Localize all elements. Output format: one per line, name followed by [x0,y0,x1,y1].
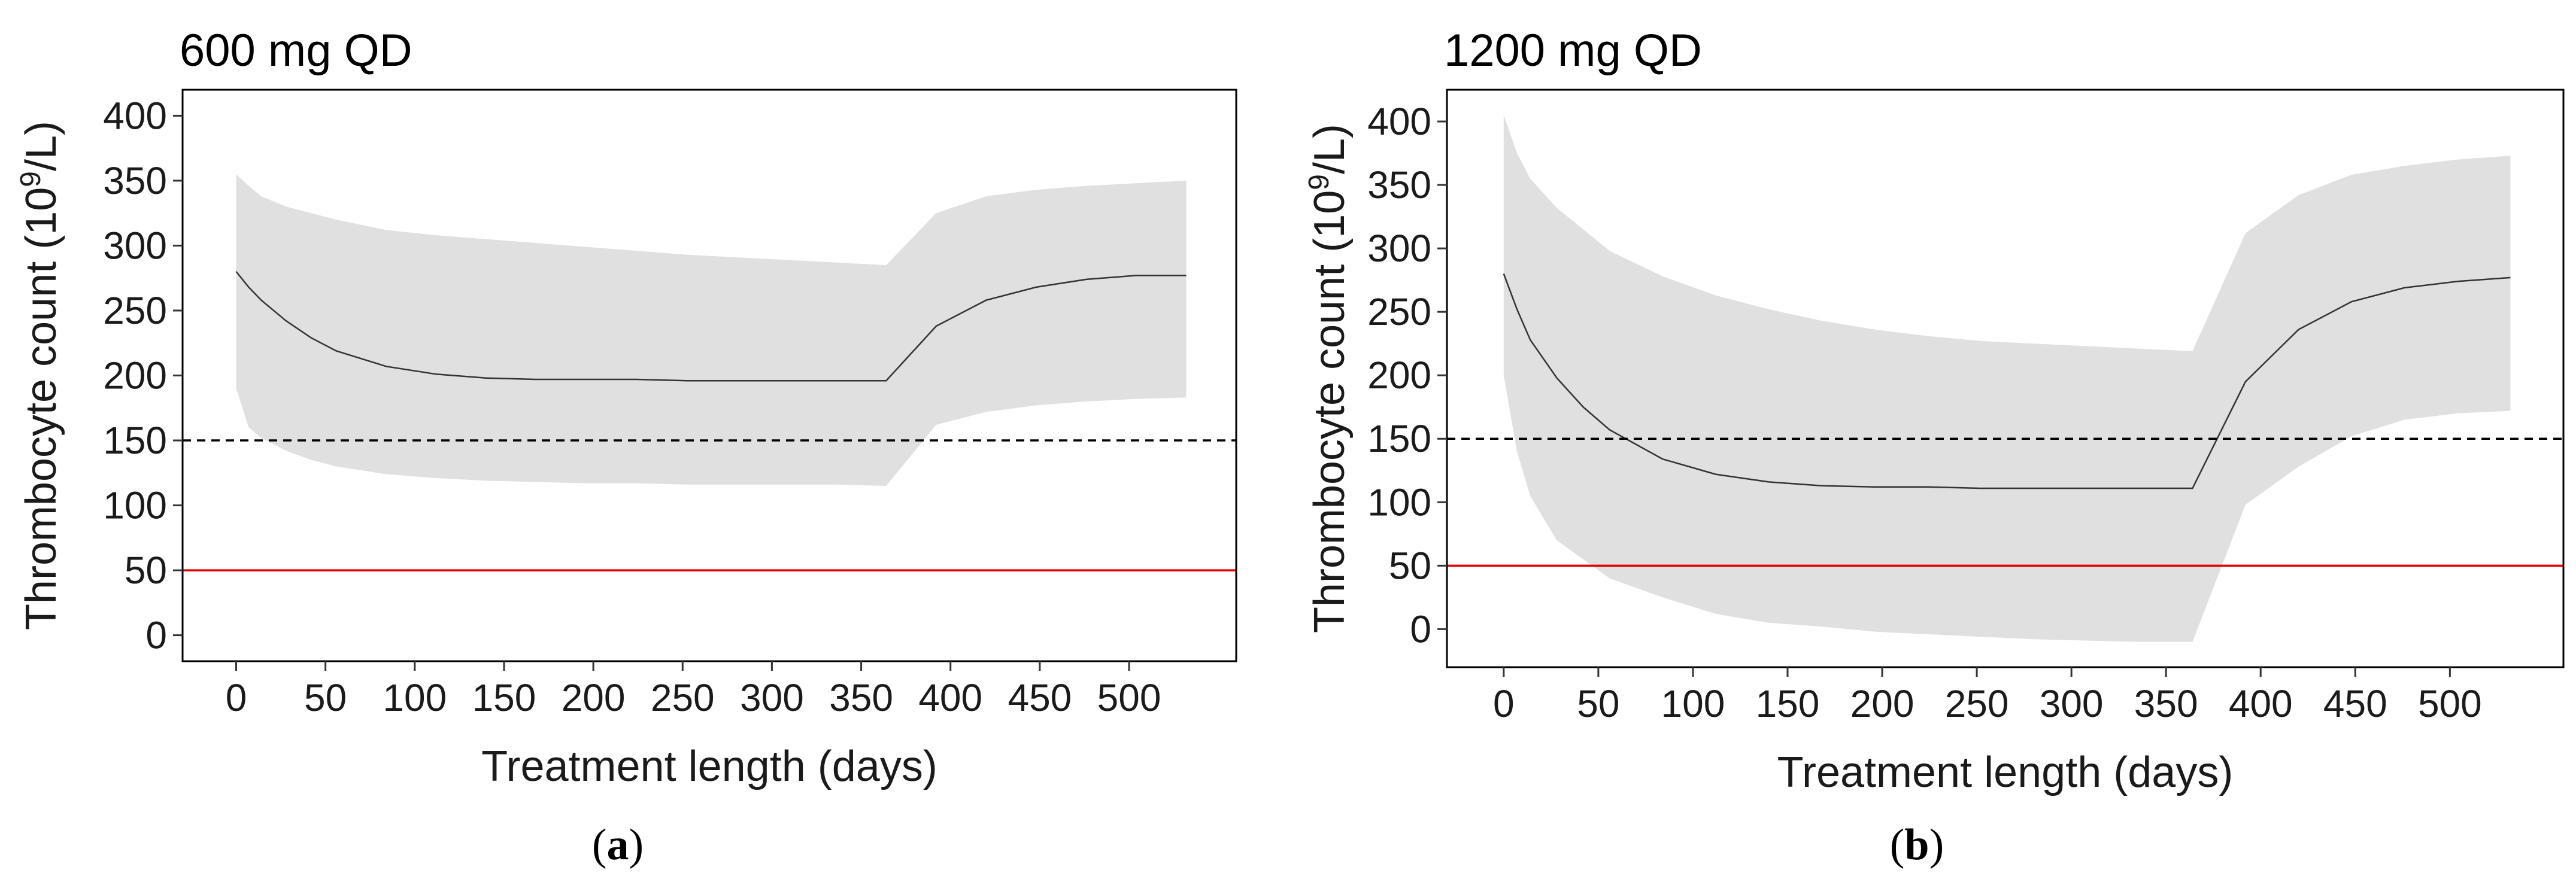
confidence-band-a [236,174,1187,486]
x-tick-label-a: 500 [1097,676,1161,719]
y-tick-label-a: 150 [103,419,167,462]
y-tick-label-b: 200 [1367,354,1431,397]
median-line-b [1503,273,2511,489]
x-tick-label-b: 50 [1577,682,1619,725]
y-tick-label-b: 250 [1367,290,1431,333]
y-tick-label-a: 400 [103,94,167,137]
y-tick-label-b: 100 [1367,481,1431,524]
y-tick-label-a: 350 [103,159,167,202]
confidence-band-b [1503,115,2511,642]
x-tick-label-b: 300 [2040,682,2104,725]
chart-title-b: 1200 mg QD [1444,25,1702,76]
x-tick-label-b: 150 [1756,682,1820,725]
x-tick-label-a: 150 [472,676,536,719]
x-tick-label-a: 350 [829,676,893,719]
x-tick-label-a: 0 [226,676,247,719]
y-tick-label-b: 300 [1367,227,1431,270]
y-tick-label-b: 50 [1389,544,1431,587]
chart-svg-a: 600 mg QD 0 50 100 150 200 250 300 350 400 450 500 0… [15,25,1237,790]
caption-letter-a: a [606,820,629,869]
x-tick-label-a: 450 [1008,676,1072,719]
x-tick-label-b: 250 [1945,682,2009,725]
y-axis-title-b: Thrombocyte count (109/L) [1303,124,1354,633]
chart-panel-b: 1200 mg QD 0 50 100 150 200 250 300 350 400 450 500… [1288,0,2576,888]
caption-letter-b: b [1904,820,1929,869]
x-tick-label-a: 250 [651,676,715,719]
y-tick-label-a: 200 [103,354,167,397]
x-tick-label-a: 300 [740,676,804,719]
y-tick-label-b: 150 [1367,417,1431,460]
panel-caption-b: (b) [1889,820,1944,869]
x-tick-label-a: 50 [304,676,347,719]
x-tick-label-b: 200 [1850,682,1914,725]
x-tick-label-b: 450 [2323,682,2387,725]
y-tick-label-a: 250 [103,289,167,332]
x-tick-label-b: 500 [2418,682,2482,725]
x-tick-label-a: 200 [562,676,626,719]
y-tick-label-b: 400 [1367,100,1431,143]
median-line-a [235,271,1187,382]
x-axis-title-b: Treatment length (days) [1777,749,2234,796]
y-tick-label-b: 0 [1410,607,1431,650]
y-tick-label-a: 100 [103,484,167,527]
chart-title-a: 600 mg QD [180,25,412,76]
panel-caption-a: (a) [591,820,644,869]
x-tick-label-b: 400 [2229,682,2293,725]
y-tick-label-a: 300 [103,224,167,267]
y-tick-label-a: 50 [125,549,167,592]
x-tick-label-a: 400 [918,676,982,719]
x-tick-label-b: 0 [1493,682,1515,725]
chart-svg-b: 1200 mg QD0 50 100 150 200 250 300 350 400 450 500… [1303,25,2565,796]
y-tick-label-a: 0 [145,614,167,657]
chart-panel-a: 600 mg QD 0 50 100 150 200 250 300 350 400 450 500 0… [15,25,1237,869]
y-tick-label-b: 350 [1367,163,1431,206]
plot-border-b [1446,89,2565,668]
x-tick-label-a: 100 [383,676,447,719]
y-axis-title-a: Thrombocyte count (109/L) [15,121,65,630]
x-tick-label-b: 350 [2134,682,2198,725]
x-axis-title-a: Treatment length (days) [481,743,937,790]
x-tick-label-b: 100 [1661,682,1725,725]
